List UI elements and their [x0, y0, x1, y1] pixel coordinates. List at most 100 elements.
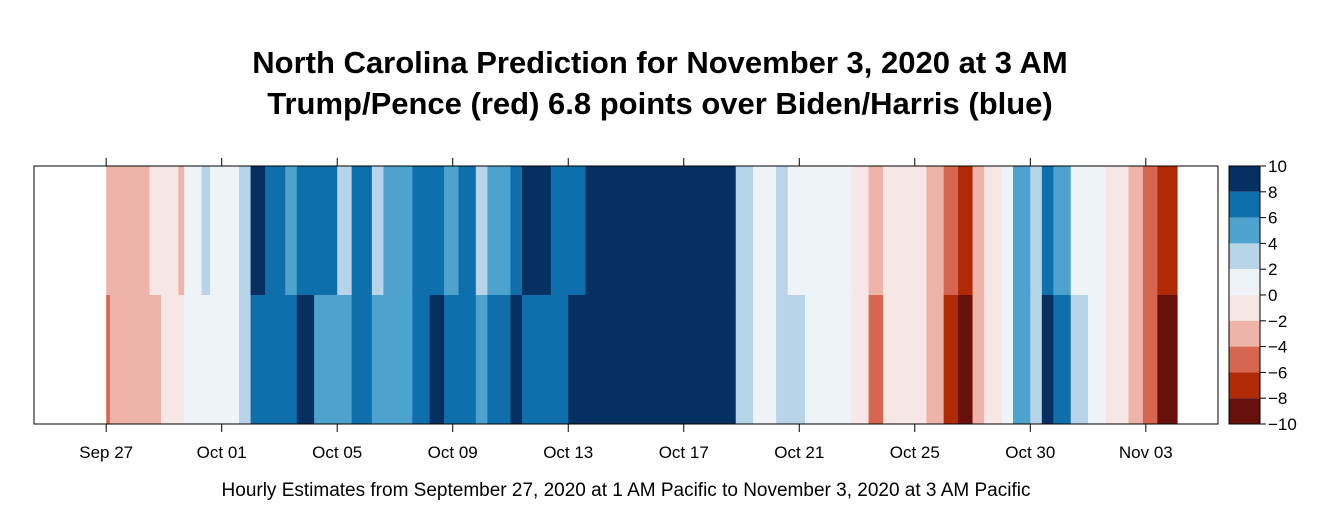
strip-top-30	[585, 166, 737, 296]
strip-bottom-27	[522, 295, 552, 424]
strip-top-35	[805, 166, 852, 296]
strip-bottom-47	[1041, 295, 1054, 424]
strip-bottom-45	[1012, 295, 1031, 424]
strip-top-46	[1030, 166, 1043, 296]
x-tick-label: Oct 01	[197, 443, 247, 462]
strip-bottom-20	[412, 295, 431, 424]
strip-bottom-31	[735, 295, 754, 424]
strip-bottom-11	[250, 295, 266, 424]
x-tick-label: Sep 27	[79, 443, 133, 462]
colorbar-bin	[1229, 243, 1260, 270]
colorbar-legend: 10 8 6 4 2 0 −2 −4 −6 −8 −10	[1228, 157, 1297, 434]
strip-top-53	[1142, 166, 1158, 296]
strip-top-52	[1128, 166, 1144, 296]
strip-bottom-40	[943, 295, 959, 424]
strip-bottom-50	[1088, 295, 1106, 424]
strip-bottom-2	[126, 295, 133, 424]
colorbar-bin	[1229, 372, 1260, 399]
strip-top-4	[149, 166, 162, 296]
strip-bottom-42	[972, 295, 985, 424]
strip-top-50	[1088, 166, 1106, 296]
strip-bottom-17	[351, 295, 373, 424]
strip-top-20	[412, 166, 431, 296]
strip-bottom-14	[296, 295, 315, 424]
strip-bottom-36	[851, 295, 870, 424]
strip-bottom-51	[1105, 295, 1130, 424]
strip-bottom-49	[1070, 295, 1089, 424]
strip-bottom-54	[1157, 295, 1178, 424]
strip-bottom-53	[1142, 295, 1158, 424]
strip-top-15	[314, 166, 338, 296]
strip-top-11	[250, 166, 266, 296]
colorbar-bin	[1229, 166, 1260, 192]
strip-top-2	[126, 166, 133, 296]
colorbar-tick-label: 0	[1268, 286, 1277, 305]
strip-top-7	[184, 166, 203, 296]
strip-top-48	[1053, 166, 1072, 296]
x-tick-label: Oct 21	[774, 443, 824, 462]
strip-top-44	[1001, 166, 1014, 296]
strip-bottom-46	[1030, 295, 1043, 424]
strip-top-31	[735, 166, 754, 296]
strip-top-27	[522, 166, 552, 296]
strip-bottom-43	[984, 295, 1003, 424]
strip-top-18	[371, 166, 385, 296]
x-tick-label: Oct 25	[890, 443, 940, 462]
colorbar-bin	[1229, 217, 1260, 244]
chart-title: North Carolina Prediction for November 3…	[252, 45, 1068, 80]
strip-bottom-16	[337, 295, 353, 424]
strip-top-36	[851, 166, 870, 296]
heatmap-strips	[106, 166, 1178, 424]
strip-bottom-8	[201, 295, 211, 424]
colorbar-tick-label: −10	[1268, 415, 1297, 434]
strip-bottom-12	[265, 295, 286, 424]
strip-top-5	[161, 166, 179, 296]
strip-top-41	[958, 166, 974, 296]
strip-bottom-9	[210, 295, 240, 424]
strip-top-9	[210, 166, 240, 296]
strip-bottom-26	[510, 295, 523, 424]
strip-top-10	[239, 166, 252, 296]
colorbar-tick-label: −2	[1268, 312, 1287, 331]
x-tick-label: Oct 17	[659, 443, 709, 462]
strip-top-1	[109, 166, 128, 296]
colorbar-tick-label: −8	[1268, 389, 1287, 408]
strip-top-43	[984, 166, 1003, 296]
strip-top-42	[972, 166, 985, 296]
strip-top-34	[787, 166, 806, 296]
x-tick-label: Oct 05	[312, 443, 362, 462]
strip-bottom-19	[383, 295, 413, 424]
strip-top-19	[383, 166, 413, 296]
strip-top-21	[429, 166, 445, 296]
x-tick-label: Oct 09	[428, 443, 478, 462]
strip-top-13	[285, 166, 298, 296]
colorbar-tick-label: −6	[1268, 363, 1287, 382]
strip-top-39	[926, 166, 945, 296]
strip-bottom-10	[239, 295, 252, 424]
strip-bottom-44	[1001, 295, 1014, 424]
strip-bottom-34	[787, 295, 806, 424]
strip-bottom-28	[550, 295, 569, 424]
strip-top-51	[1105, 166, 1130, 296]
colorbar-bin	[1229, 320, 1260, 347]
colorbar-bin	[1229, 269, 1260, 295]
strip-top-29	[568, 166, 587, 296]
colorbar-bin	[1229, 398, 1260, 424]
strip-bottom-41	[958, 295, 974, 424]
strip-top-45	[1012, 166, 1031, 296]
colorbar-bin	[1229, 191, 1260, 218]
strip-top-3	[132, 166, 151, 296]
strip-bottom-4	[149, 295, 162, 424]
strip-bottom-33	[776, 295, 789, 424]
strip-top-12	[265, 166, 286, 296]
strip-bottom-30	[585, 295, 737, 424]
x-tick-label: Nov 03	[1119, 443, 1173, 462]
strip-top-38	[883, 166, 927, 296]
strip-top-32	[753, 166, 777, 296]
strip-bottom-7	[184, 295, 203, 424]
strip-top-25	[487, 166, 512, 296]
strip-bottom-23	[458, 295, 477, 424]
strip-top-28	[550, 166, 569, 296]
x-axis-label: Hourly Estimates from September 27, 2020…	[222, 480, 1031, 501]
